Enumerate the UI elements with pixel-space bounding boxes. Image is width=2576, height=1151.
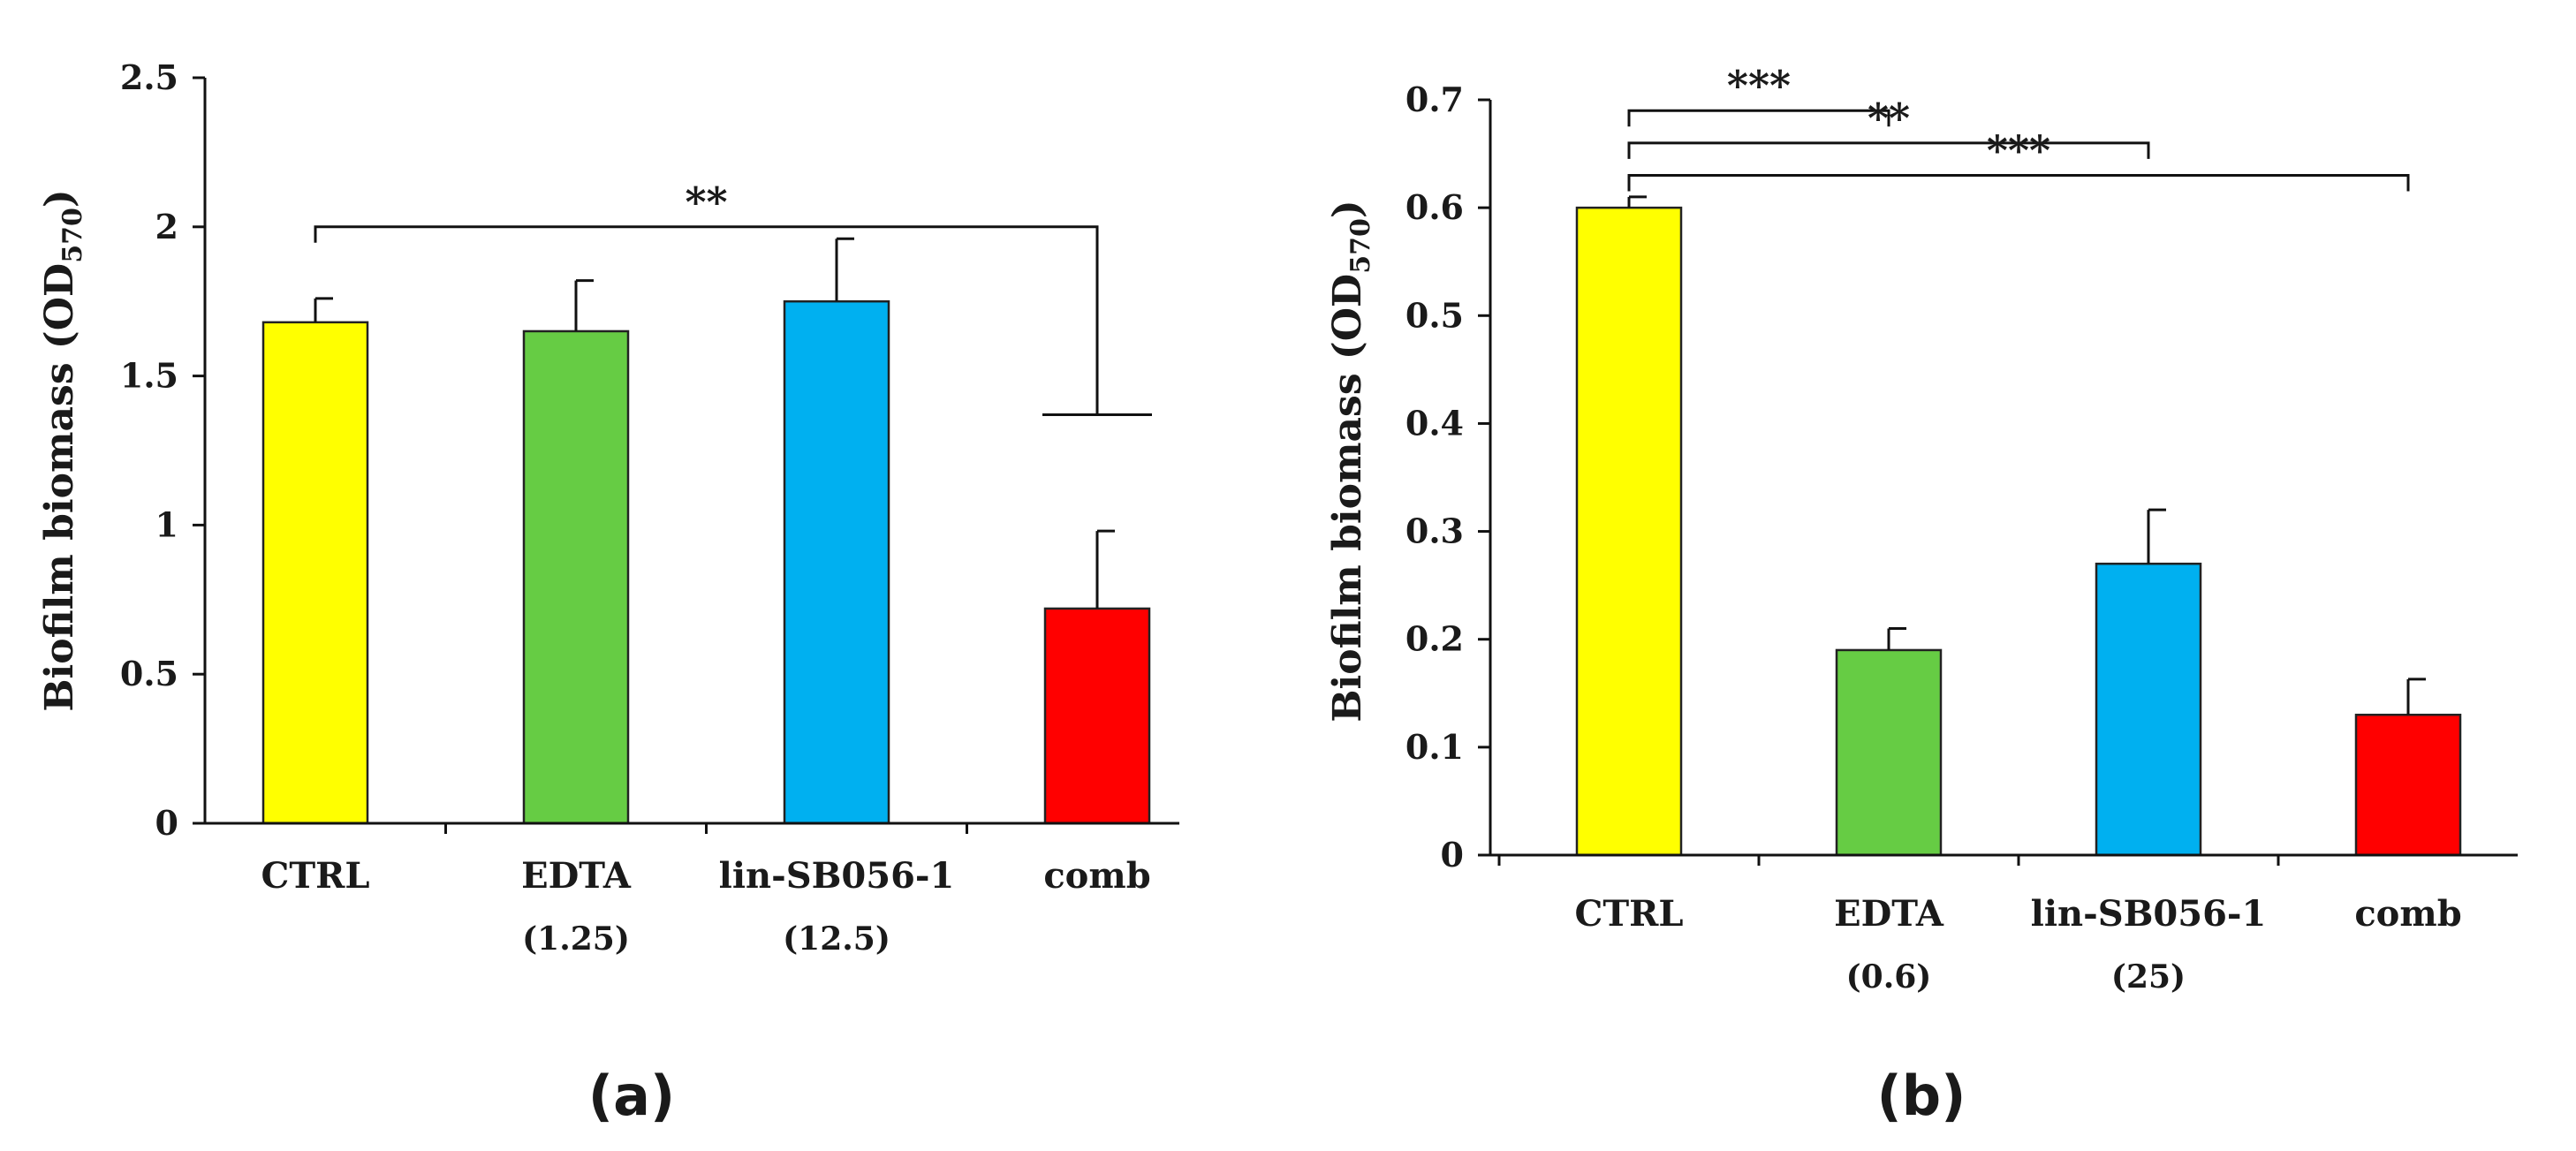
panel-label: (b) — [1876, 1064, 1966, 1128]
y-tick-label: 0.2 — [1405, 619, 1464, 659]
x-tick-label: comb — [1043, 855, 1150, 897]
y-axis-title: Biofilm biomass (OD570) — [1325, 200, 1376, 722]
x-tick-sublabel: (1.25) — [522, 920, 630, 958]
significance-label: *** — [1987, 127, 2050, 175]
significance-label: *** — [1727, 62, 1791, 110]
bar-lin-sb056-1 — [2095, 562, 2202, 857]
x-tick-label: CTRL — [1575, 893, 1684, 935]
significance-bracket — [1627, 109, 1890, 127]
x-tick-label: lin-SB056-1 — [2031, 893, 2267, 935]
significance-bracket — [314, 225, 1099, 415]
y-tick-label: 2.5 — [120, 57, 178, 97]
bar-edta — [522, 329, 630, 825]
x-tick-sublabel: (0.6) — [1846, 958, 1932, 996]
y-tick-label: 0.5 — [120, 654, 178, 693]
x-tick-label: EDTA — [521, 855, 632, 897]
x-tick-sublabel: (25) — [2111, 958, 2186, 996]
bar-edta — [1835, 648, 1943, 857]
y-axis-title: Biofilm biomass (OD570) — [37, 189, 88, 711]
x-tick-label: lin-SB056-1 — [719, 855, 955, 897]
significance-label: ** — [685, 178, 727, 226]
y-tick-label: 0 — [155, 803, 178, 843]
y-tick-label: 0.4 — [1405, 403, 1464, 443]
x-tick-label: CTRL — [261, 855, 370, 897]
y-tick-label: 1.5 — [120, 356, 178, 396]
y-tick-label: 0.7 — [1405, 80, 1464, 119]
chart-panel-b: 0 0.1 0.2 0.3 0.4 0.5 0.6 0.7 CTRL EDTA (0.6) lin-S… — [1325, 62, 2518, 1128]
panel-label: (a) — [588, 1064, 676, 1128]
y-tick-label: 1 — [155, 504, 178, 544]
significance-bracket — [1627, 141, 2150, 159]
x-tick-label: EDTA — [1834, 893, 1944, 935]
chart-panel-a: 0 0.5 1 1.5 2 2.5 CTRL EDTA (1.25) lin-SB056-1 (12… — [37, 57, 1179, 1128]
bar-ctrl — [261, 321, 369, 825]
y-tick-label: 0.6 — [1405, 187, 1464, 227]
bar-lin-sb056-1 — [783, 299, 890, 825]
x-tick-label: comb — [2354, 893, 2461, 935]
y-tick-label: 0 — [1441, 835, 1464, 875]
bar-comb — [2354, 713, 2462, 857]
significance-bracket — [1627, 174, 2410, 192]
bar-comb — [1043, 607, 1151, 825]
y-tick-label: 0.5 — [1405, 295, 1464, 335]
x-tick-sublabel: (12.5) — [783, 920, 890, 958]
y-tick-label: 2 — [155, 207, 178, 246]
bar-ctrl — [1575, 206, 1683, 857]
y-tick-label: 0.1 — [1405, 727, 1464, 767]
y-tick-label: 0.3 — [1405, 511, 1464, 551]
significance-label: ** — [1868, 95, 1910, 142]
